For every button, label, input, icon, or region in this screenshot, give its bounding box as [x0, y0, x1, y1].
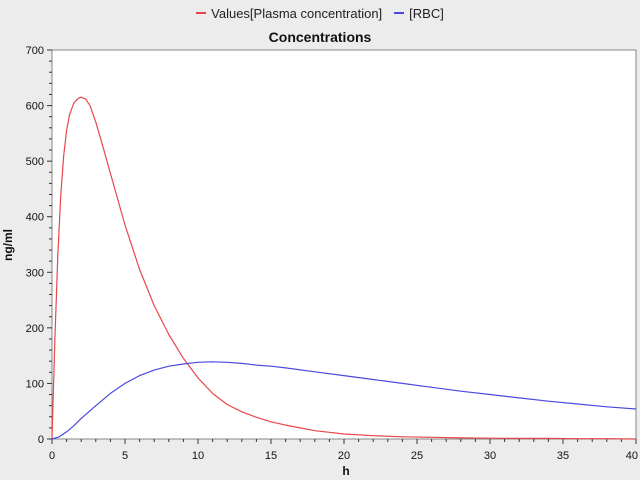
x-tick-label: 25 — [411, 450, 423, 462]
x-tick-label: 5 — [122, 450, 128, 462]
series-line-plasma — [51, 96, 637, 440]
x-tick-label: 15 — [265, 450, 277, 462]
y-tick-label: 500 — [26, 156, 44, 168]
y-tick-label: 200 — [26, 323, 44, 335]
y-tick-label: 0 — [38, 434, 44, 446]
legend-entry-plasma[interactable]: Values[Plasma concentration] — [196, 6, 382, 21]
y-tick-label: 700 — [26, 45, 44, 57]
legend: Values[Plasma concentration] [RBC] — [0, 4, 640, 22]
legend-swatch-rbc — [394, 12, 405, 14]
x-axis-label: h — [342, 464, 350, 478]
y-tick-label: 400 — [26, 212, 44, 224]
x-tick-label: 0 — [49, 450, 55, 462]
y-tick-label: 600 — [26, 101, 44, 113]
x-tick-label: 40 — [626, 450, 638, 462]
legend-label-rbc: [RBC] — [409, 5, 444, 21]
plot-background — [51, 49, 637, 440]
x-tick-label: 20 — [338, 450, 350, 462]
y-tick-label: 100 — [26, 378, 44, 390]
chart-title: Concentrations — [268, 29, 372, 45]
x-tick-label: 30 — [484, 450, 496, 462]
legend-entry-rbc[interactable]: [RBC] — [394, 6, 444, 21]
legend-label-plasma: Values[Plasma concentration] — [211, 5, 383, 21]
x-tick-label: 35 — [557, 450, 569, 462]
legend-swatch-plasma — [196, 12, 207, 14]
series-line-rbc — [51, 361, 637, 440]
x-tick-label: 10 — [192, 450, 204, 462]
y-tick-label: 300 — [26, 267, 44, 279]
